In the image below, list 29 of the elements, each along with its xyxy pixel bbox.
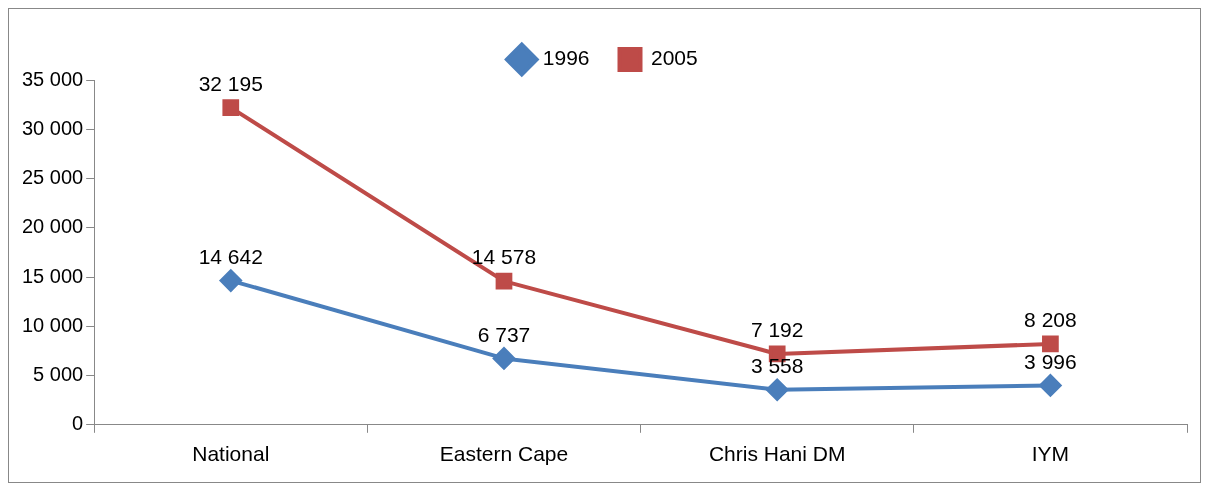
data-label: 6 737	[477, 322, 531, 346]
data-label: 32 195	[198, 71, 263, 95]
y-tick-label: 0	[72, 412, 84, 435]
legend-label: 1996	[542, 46, 590, 70]
data-label: 14 578	[471, 245, 537, 269]
y-tick-label: 15 000	[22, 264, 84, 287]
y-tick-label: 20 000	[22, 215, 84, 238]
y-tick-label: 10 000	[22, 313, 84, 336]
x-tick-label: IYM	[1031, 442, 1070, 466]
data-label: 8 208	[1024, 308, 1077, 332]
data-label: 3 558	[750, 354, 804, 378]
point	[766, 378, 789, 401]
y-tick-label: 25 000	[22, 166, 84, 189]
point	[492, 347, 515, 370]
data-label: 3 996	[1024, 349, 1077, 373]
point	[219, 269, 242, 292]
x-tick-label: Chris Hani DM	[708, 442, 846, 466]
x-tick-label: National	[192, 442, 270, 466]
data-label: 7 192	[750, 318, 804, 342]
x-tick-label: Eastern Cape	[439, 442, 569, 466]
data-label: 14 642	[198, 244, 263, 268]
y-tick-label: 5 000	[33, 363, 84, 386]
y-tick-label: 30 000	[22, 116, 84, 139]
point	[495, 272, 513, 290]
point	[1039, 374, 1062, 397]
point	[1042, 335, 1059, 353]
y-tick-label: 35 000	[22, 67, 84, 90]
point	[222, 99, 240, 116]
legend-label: 2005	[651, 46, 698, 70]
